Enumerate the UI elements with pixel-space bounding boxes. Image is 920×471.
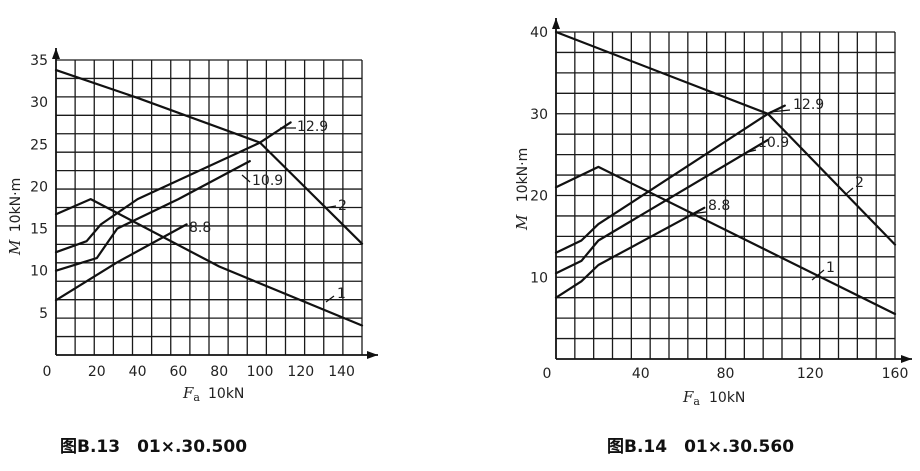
y-axis-symbol: M [513,214,531,231]
series-label-1: 1 [826,260,835,276]
series-leader-line [769,109,791,113]
series-label-10-9: 10.9 [758,135,789,151]
y-tick-label: 40 [530,25,548,41]
chart-2: 10 20 30 40 0 40 80 120 160 2 1 12.9 10.9 8.8 M 10kN·m F… [513,18,912,457]
figure-caption: 图B.13 01×.30.500 [60,437,247,457]
series-label-12-9: 12.9 [297,119,328,135]
series-leader-line [323,205,337,209]
y-tick-label: 30 [530,107,548,123]
x-axis-arrow-icon [901,355,912,363]
series-line-10-9 [554,138,769,275]
x-tick-label: 40 [129,364,147,380]
series-leader-line [689,211,707,215]
grid [556,31,896,359]
x-tick-label: 0 [43,364,52,380]
x-tick-label: 0 [543,366,552,382]
x-tick-label: 80 [210,364,228,380]
x-tick-label: 120 [797,366,824,382]
y-tick-label: 35 [30,53,48,69]
series-line-2 [54,69,364,245]
y-axis-unit: 10kN·m [8,178,24,232]
x-tick-label: 140 [328,364,355,380]
series-leader-line [844,187,854,196]
chart-1: 5 10 15 20 25 30 35 0 20 40 60 80 100 120 140 2 1 12.9 10.… [6,48,378,457]
series-leader-line [241,174,251,183]
y-tick-label: 25 [30,137,48,153]
series-label-8-8: 8.8 [708,198,730,214]
series-label-10-9: 10.9 [252,173,283,189]
x-axis-unit: 10kN [709,390,745,406]
y-tick-label: 5 [39,306,48,322]
x-tick-label: 80 [717,366,735,382]
series-label-12-9: 12.9 [793,97,824,113]
x-tick-label: 60 [169,364,187,380]
series-label-1: 1 [337,286,346,302]
x-axis-unit: 10kN [208,386,244,402]
y-tick-label: 30 [30,95,48,111]
series-leader-line [811,269,825,281]
y-tick-label: 10 [30,264,48,280]
series-leader-line [325,295,335,303]
series-line-12-9 [54,121,292,254]
y-tick-label: 10 [530,270,548,286]
series-line-1 [54,198,364,327]
x-axis-symbol: Fa [682,388,700,408]
x-axis-arrow-icon [367,351,378,359]
series-label-2: 2 [855,175,864,191]
y-axis-symbol: M [6,239,24,256]
series-line-12-9 [554,104,786,254]
grid [56,59,363,355]
series-line-8-8 [554,206,706,299]
x-tick-label: 100 [247,364,274,380]
figure-caption: 图B.14 01×.30.560 [607,437,794,457]
series-line-1 [554,165,897,316]
y-axis-unit: 10kN·m [515,148,531,202]
x-axis-symbol: Fa [182,384,200,404]
y-tick-label: 20 [530,189,548,205]
series-line-10-9 [54,160,251,272]
series-leader-line [747,149,757,153]
y-tick-label: 20 [30,179,48,195]
series-label-8-8: 8.8 [189,220,211,236]
x-tick-label: 20 [88,364,106,380]
y-tick-label: 15 [30,222,48,238]
y-axis-arrow-icon [52,48,60,59]
series-label-2: 2 [338,198,347,214]
x-tick-label: 120 [287,364,314,380]
x-tick-label: 40 [632,366,650,382]
y-axis-arrow-icon [552,18,560,29]
series-line-8-8 [54,223,188,302]
x-tick-label: 160 [882,366,909,382]
